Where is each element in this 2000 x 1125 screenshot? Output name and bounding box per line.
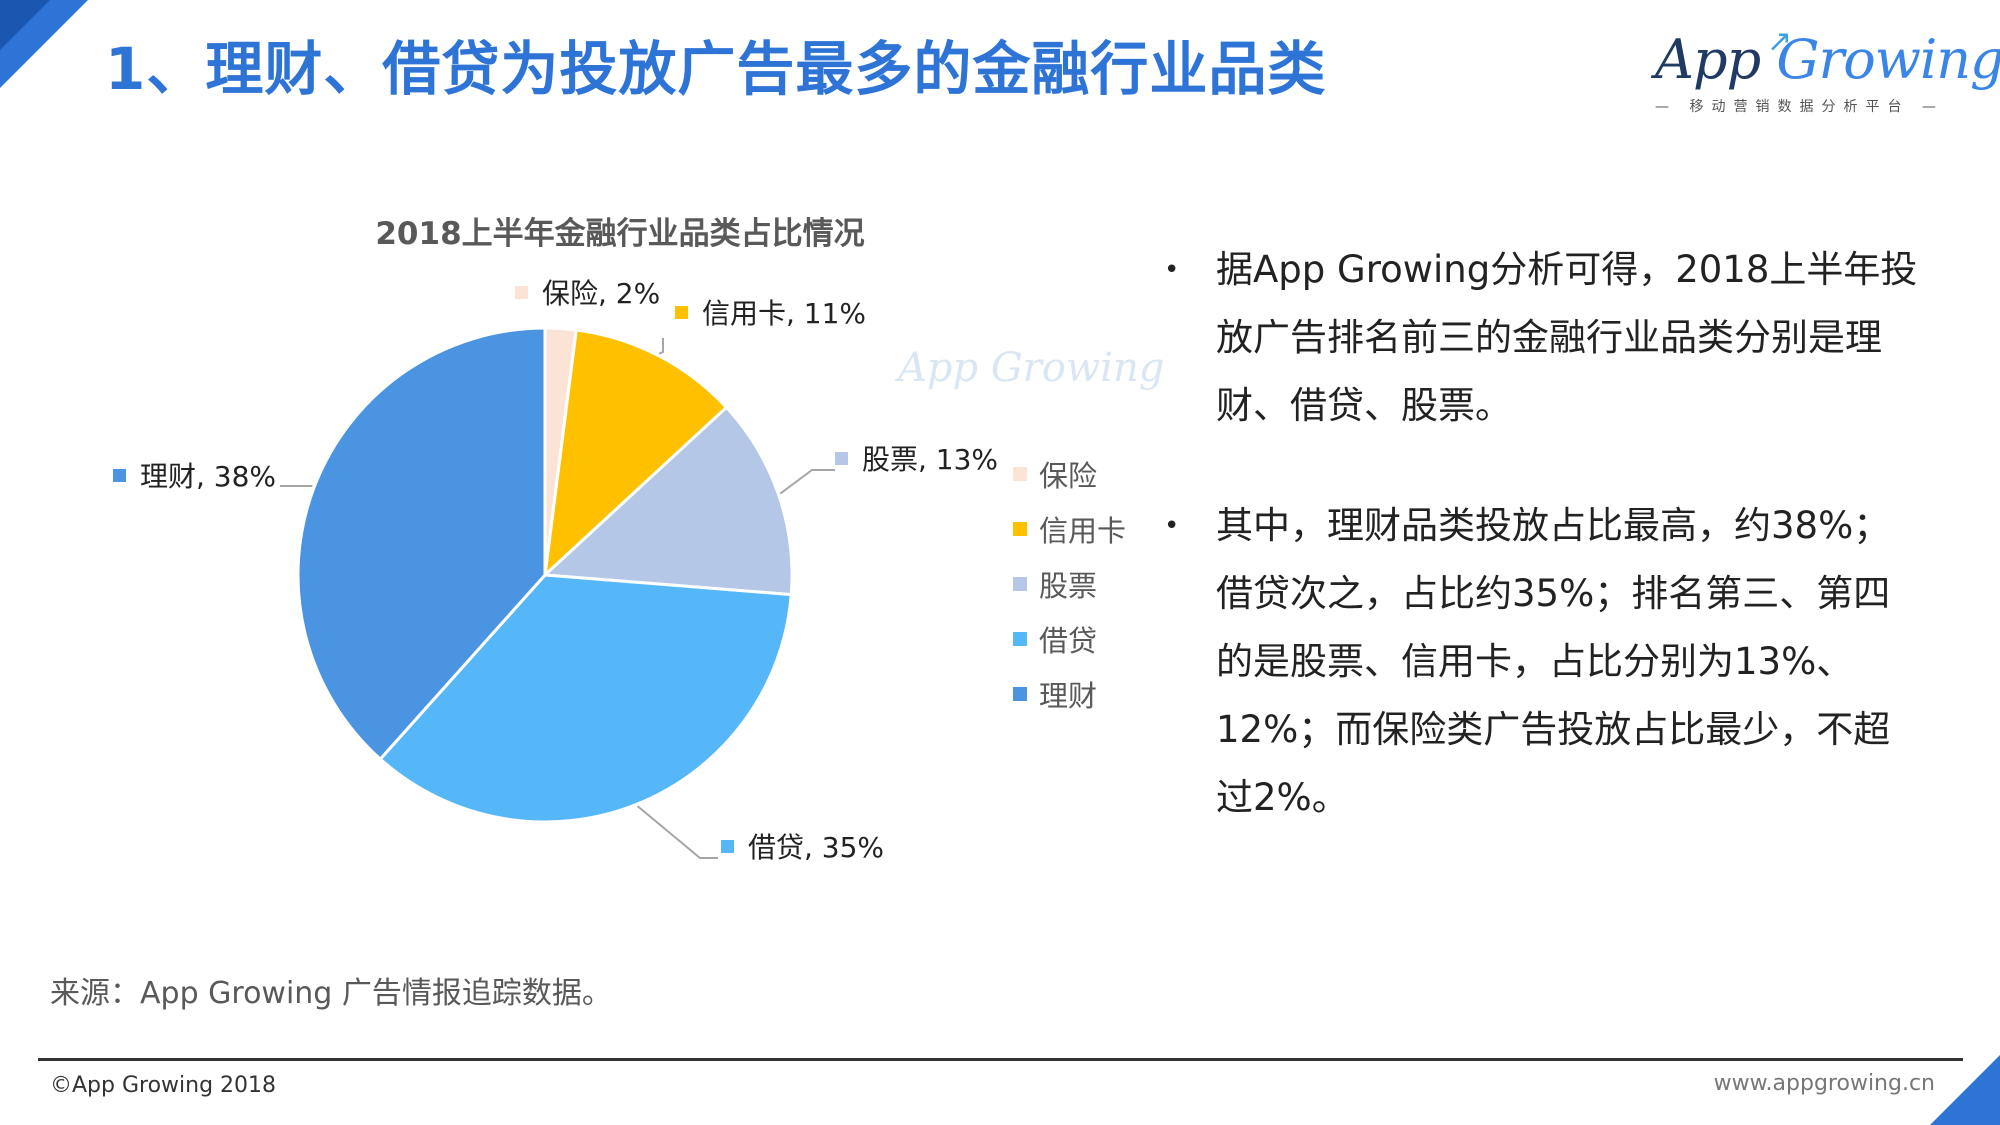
label-swatch-credit-card xyxy=(675,305,688,319)
legend-item-insurance: 保险 xyxy=(1013,446,1126,501)
data-label-wealth: 理财, 38% xyxy=(113,455,276,495)
logo-arrow-icon: ↗ xyxy=(1767,24,1793,59)
data-label-credit-card: 信用卡, 11% xyxy=(675,292,866,332)
legend-swatch-stock xyxy=(1013,576,1027,591)
pie-slice-credit-card xyxy=(542,328,729,579)
watermark: App Growing xyxy=(898,345,1165,391)
label-swatch-insurance xyxy=(515,285,528,299)
legend-item-stock: 股票 xyxy=(1013,556,1126,611)
bullet-item: • 其中，理财品类投放占比最高，约38%；借贷次之，占比约35%；排名第三、第四… xyxy=(1160,492,1920,832)
logo-subtitle: — 移动营销数据分析平台 — xyxy=(1655,99,1944,115)
footer-link[interactable]: www.appgrowing.cn xyxy=(1713,1071,1935,1096)
leader-line-stock xyxy=(779,469,835,495)
copyright: ©App Growing 2018 xyxy=(50,1073,277,1098)
corner-decoration-top-left xyxy=(0,0,88,88)
label-swatch-loan xyxy=(721,839,734,853)
chart-title: 2018上半年金融行业品类占比情况 xyxy=(375,216,865,252)
pie-slice-loan xyxy=(378,573,793,824)
bullet-dot-icon: • xyxy=(1164,255,1180,285)
analysis-bullets: • 据App Growing分析可得，2018上半年投放广告排名前三的金融行业品… xyxy=(1160,236,1920,832)
corner-decoration-bottom-right xyxy=(1930,1055,2000,1125)
logo-wordmark: App Growing xyxy=(1655,28,2000,91)
pie-slice-stock xyxy=(541,405,794,597)
legend-swatch-wealth xyxy=(1013,686,1027,701)
chart-legend: 保险 信用卡 股票 借贷 理财 xyxy=(1013,446,1126,721)
data-label-stock: 股票, 13% xyxy=(835,438,998,478)
legend-item-loan: 借贷 xyxy=(1013,611,1126,666)
footer-divider xyxy=(38,1058,1963,1061)
legend-swatch-loan xyxy=(1013,631,1027,646)
legend-item-wealth: 理财 xyxy=(1013,666,1126,721)
leader-line-credit-card xyxy=(658,338,664,355)
legend-item-credit-card: 信用卡 xyxy=(1013,501,1126,556)
pie-slice-wealth xyxy=(296,326,547,762)
label-swatch-stock xyxy=(835,451,848,465)
data-label-loan: 借贷, 35% xyxy=(721,826,884,866)
legend-swatch-credit-card xyxy=(1013,521,1027,536)
label-swatch-wealth xyxy=(113,468,126,482)
source-note: 来源：App Growing 广告情报追踪数据。 xyxy=(50,976,612,1011)
leader-line-loan xyxy=(636,805,718,859)
app-growing-logo: App Growing ↗ — 移动营销数据分析平台 — xyxy=(1655,24,2000,123)
data-label-insurance: 保险, 2% xyxy=(515,272,660,312)
legend-swatch-insurance xyxy=(1013,466,1027,481)
bullet-dot-icon: • xyxy=(1164,511,1180,541)
page-title: 1、理财、借贷为投放广告最多的金融行业品类 xyxy=(105,35,1327,103)
bullet-item: • 据App Growing分析可得，2018上半年投放广告排名前三的金融行业品… xyxy=(1160,236,1920,440)
